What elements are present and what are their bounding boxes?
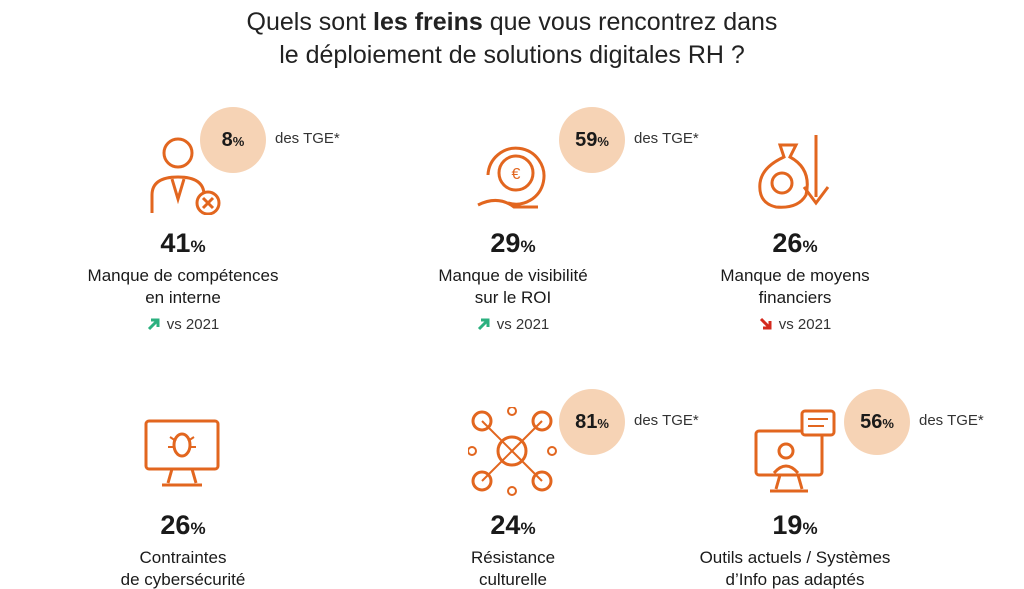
badge-value: 81 — [575, 411, 598, 433]
stat-value: 41 — [160, 228, 191, 258]
stat: 29% — [363, 228, 663, 259]
trend-label: vs 2021 — [778, 316, 832, 333]
trend-arrow — [147, 318, 160, 331]
title-text: le déploiement de solutions digitales RH… — [279, 41, 745, 69]
label-line: Manque de moyens — [720, 266, 870, 285]
stat-unit: % — [190, 237, 206, 256]
trend-arrow — [759, 317, 772, 330]
trend-label: vs 2021 — [496, 316, 550, 333]
label-line: financiers — [758, 288, 832, 307]
badge: 59% — [559, 107, 625, 173]
badge-unit: % — [232, 134, 245, 149]
trend: vs 2021 — [83, 316, 283, 333]
label-line: en interne — [145, 288, 221, 307]
stat-unit: % — [520, 519, 536, 538]
svg-text:€: € — [512, 166, 521, 183]
icon: € — [477, 146, 546, 209]
stat-value: 24 — [490, 510, 521, 540]
label-line: d’Info pas adaptés — [725, 570, 865, 589]
icon — [758, 135, 830, 209]
badge-unit: % — [597, 134, 609, 149]
icon — [144, 419, 220, 487]
badge: 8% — [200, 107, 266, 173]
label-line: Manque de compétences — [87, 266, 279, 285]
badge-value: 8 — [221, 129, 233, 151]
stat-label: Manque de compétences en interne — [23, 265, 343, 309]
label-line: Outils actuels / Systèmes — [699, 548, 891, 567]
icon — [150, 137, 221, 215]
label-line: Contraintes — [139, 548, 227, 567]
stat-value: 26 — [772, 228, 803, 258]
badge-value: 56 — [860, 411, 883, 433]
stat-label: Manque de moyens financiers — [635, 265, 955, 309]
label-line: Manque de visibilité — [438, 266, 588, 285]
stat-value: 19 — [772, 510, 803, 540]
stat: 26% — [645, 228, 945, 259]
title: Quels sont les freins que vous rencontre… — [0, 6, 1024, 72]
badge: 81% — [559, 389, 625, 455]
label-line: de cybersécurité — [120, 570, 246, 589]
trend: vs 2021 — [695, 316, 895, 333]
label-line: culturelle — [478, 570, 548, 589]
badge-value: 59 — [575, 129, 598, 151]
stat-unit: % — [802, 519, 818, 538]
badge-unit: % — [882, 416, 894, 431]
stat: 24% — [363, 510, 663, 541]
label-line: Résistance — [470, 548, 556, 567]
stat-label: Manque de visibilité sur le ROI — [353, 265, 673, 309]
badge-label: des TGE* — [275, 130, 340, 147]
stat-value: 26 — [160, 510, 191, 540]
icon — [754, 409, 836, 493]
stat: 19% — [645, 510, 945, 541]
badge: 56% — [844, 389, 910, 455]
badge-label: des TGE* — [634, 412, 699, 429]
stat-label: Outils actuels / Systèmes d’Info pas adap… — [635, 547, 955, 589]
badge-unit: % — [597, 416, 609, 431]
stat-label: Résistance culturelle — [353, 547, 673, 589]
stat: 26% — [33, 510, 333, 541]
label-line: sur le ROI — [474, 288, 552, 307]
trend-label: vs 2021 — [166, 316, 220, 333]
stat-label: Contraintes de cybersécurité — [23, 547, 343, 589]
stat-value: 29 — [490, 228, 521, 258]
title-text: que vous rencontrez dans — [489, 8, 778, 36]
title-text: Quels sont — [246, 8, 367, 36]
title-bold: les freins — [373, 8, 483, 36]
stat-unit: % — [802, 237, 818, 256]
stat: 41% — [33, 228, 333, 259]
badge-label: des TGE* — [634, 130, 699, 147]
stat-unit: % — [520, 237, 536, 256]
stat-unit: % — [190, 519, 206, 538]
trend: vs 2021 — [413, 316, 613, 333]
trend-arrow — [477, 318, 490, 331]
badge-label: des TGE* — [919, 412, 984, 429]
icon — [468, 407, 557, 496]
